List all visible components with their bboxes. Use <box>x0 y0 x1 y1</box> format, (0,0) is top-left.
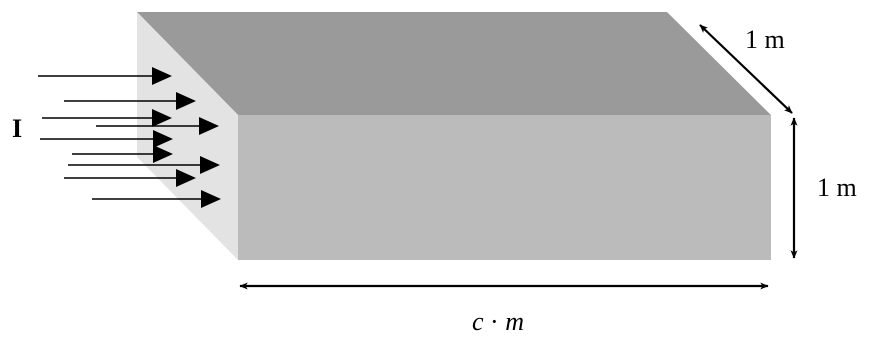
incident-arrows <box>38 67 221 208</box>
length-label-dot: · <box>484 307 506 336</box>
incident-arrow-head <box>200 156 220 174</box>
incident-arrow-head <box>153 130 173 148</box>
front-face <box>238 115 771 260</box>
intensity-label: I <box>12 114 22 143</box>
top-face <box>137 12 771 115</box>
incident-arrow-head <box>152 109 172 127</box>
incident-arrow-head <box>201 190 221 208</box>
depth-label: 1 m <box>745 25 785 54</box>
incident-arrow-head <box>199 117 219 135</box>
incident-arrow-head <box>176 169 196 187</box>
length-label-c: c <box>472 307 484 336</box>
incident-arrow-head <box>153 145 173 163</box>
incident-arrow-head <box>152 67 172 85</box>
length-label: c · m <box>472 307 524 336</box>
depth-dimension-arrow <box>699 24 793 114</box>
height-label: 1 m <box>817 173 857 202</box>
length-label-m: m <box>505 307 524 336</box>
incident-arrow-head <box>176 92 196 110</box>
